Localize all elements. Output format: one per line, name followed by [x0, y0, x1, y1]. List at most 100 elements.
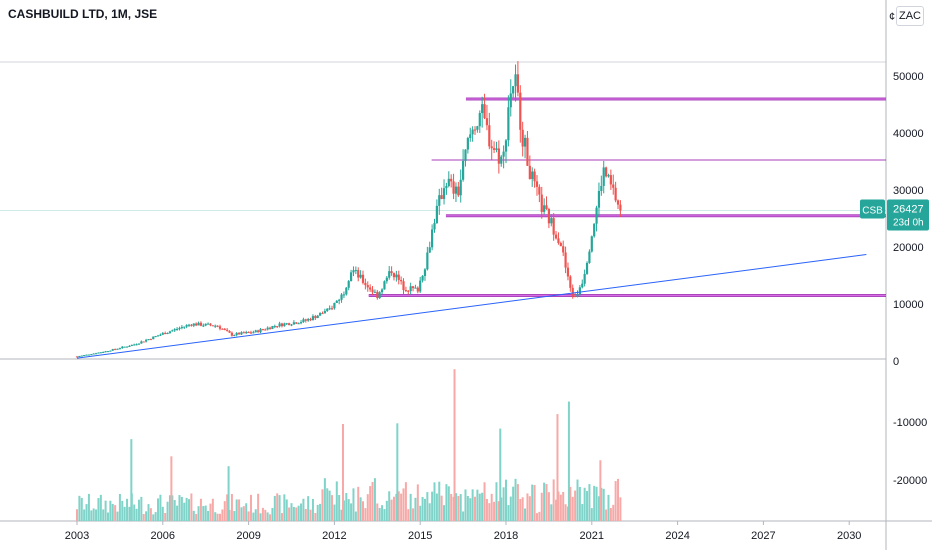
candle-body — [450, 178, 453, 182]
candle-body — [252, 332, 255, 334]
trendline-layer[interactable] — [76, 254, 867, 359]
candle-body — [83, 355, 86, 357]
candle-body — [237, 333, 241, 335]
volume-bar — [333, 504, 336, 521]
candle-body — [395, 274, 398, 278]
candle-body — [342, 294, 346, 296]
candle-body — [619, 204, 622, 211]
candle-body — [605, 167, 608, 177]
candle-body — [271, 326, 274, 329]
volume-bar — [264, 509, 267, 521]
volume-bar — [397, 491, 400, 521]
candle-body — [333, 302, 336, 309]
volume-bar — [462, 511, 465, 521]
volume-bar — [221, 509, 224, 521]
zone-layer — [368, 97, 886, 298]
volume-bar — [357, 486, 360, 521]
candle-body — [147, 339, 150, 341]
volume-bar — [404, 482, 407, 521]
volume-bar — [497, 501, 500, 521]
volume-bar — [104, 500, 107, 521]
candle-body — [607, 175, 610, 177]
volume-bar — [214, 512, 217, 521]
candle-body — [114, 349, 117, 351]
volume-bar — [288, 507, 291, 521]
volume-bar — [516, 484, 519, 521]
candle-body — [323, 311, 326, 314]
candle-body — [133, 344, 136, 346]
volume-spike — [556, 414, 559, 521]
candle-body — [464, 149, 467, 161]
candle-body — [407, 290, 410, 292]
volume-bar — [266, 512, 269, 521]
candle-body — [578, 287, 581, 295]
candle-body — [454, 186, 458, 194]
candle-body — [152, 336, 155, 340]
volume-bar — [426, 492, 429, 521]
y-tick-label: -10000 — [893, 417, 927, 429]
volume-bar — [85, 504, 88, 521]
volume-bar — [183, 502, 186, 521]
volume-bar — [311, 499, 314, 521]
candle-body — [452, 181, 455, 194]
volume-bar — [419, 505, 422, 521]
volume-bar — [278, 495, 281, 521]
volume-bar — [617, 478, 620, 521]
candle-body — [338, 299, 341, 301]
volume-bar — [338, 495, 341, 521]
volume-bar — [574, 490, 577, 521]
volume-bar — [474, 496, 477, 521]
volume-bar — [285, 499, 288, 521]
volume-bar — [478, 493, 481, 521]
volume-bar — [476, 489, 479, 521]
candle-body — [307, 319, 310, 321]
candle-body — [431, 229, 434, 248]
volume-bar — [106, 512, 109, 521]
candle-body — [257, 330, 260, 333]
volume-bar — [297, 505, 300, 521]
volume-bar — [178, 495, 181, 521]
candle-body — [376, 291, 379, 299]
candle-body — [473, 129, 477, 131]
candle-body — [392, 273, 396, 278]
volume-bar — [235, 499, 238, 521]
candle-body — [218, 326, 222, 329]
volume-bar — [414, 497, 417, 521]
candle-body — [185, 325, 188, 327]
x-tick-label: 2024 — [665, 530, 689, 542]
currency-badge[interactable]: ZAC — [896, 6, 924, 26]
volume-bar — [269, 514, 272, 521]
candle-body — [385, 277, 388, 282]
candle-body — [593, 223, 596, 237]
candle-body — [414, 287, 417, 289]
volume-bar — [295, 507, 298, 521]
candle-body — [523, 137, 527, 147]
volume-bar — [280, 513, 283, 521]
volume-bar — [376, 503, 379, 521]
trendline[interactable] — [76, 254, 867, 359]
volume-bar — [192, 510, 195, 521]
volume-bar — [197, 506, 200, 521]
candle-body — [488, 125, 491, 147]
volume-bar — [457, 495, 460, 521]
volume-bar — [559, 494, 562, 521]
volume-bar — [409, 493, 412, 521]
y-tick-label: 50000 — [893, 71, 924, 83]
volume-bar — [597, 496, 600, 521]
candle-body — [526, 137, 529, 166]
chart-title: CASHBUILD LTD, 1M, JSE — [8, 7, 158, 21]
candle-body — [349, 272, 353, 282]
candle-body — [164, 333, 167, 335]
candle-body — [85, 354, 88, 356]
volume-bar — [490, 493, 493, 521]
candle-body — [359, 274, 362, 278]
axis-layer: 50000 40000 30000 20000 10000 0 -10000 -20000 20… — [65, 71, 928, 542]
volume-bar — [126, 498, 129, 521]
volume-bar — [292, 506, 295, 521]
volume-bar — [578, 486, 581, 521]
settings-glyph-icon[interactable]: ¢ — [889, 11, 896, 23]
volume-bar — [87, 493, 90, 521]
volume-bar — [583, 487, 586, 521]
candle-body — [228, 330, 231, 333]
